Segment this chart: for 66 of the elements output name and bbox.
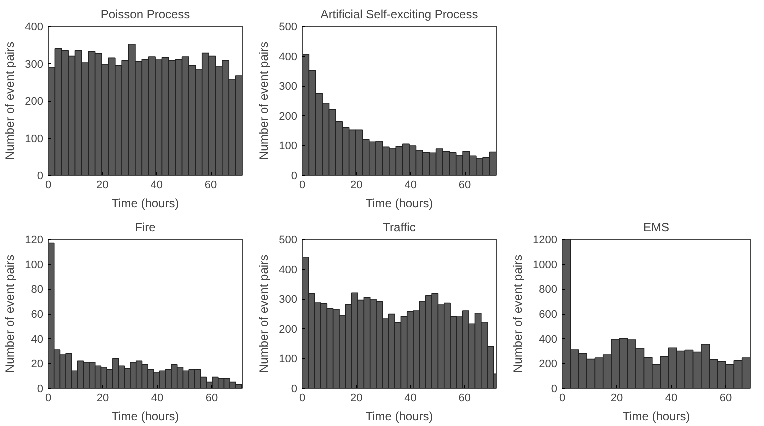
y-tick-label: 100 <box>25 133 44 146</box>
y-tick-label: 200 <box>279 110 298 123</box>
x-axis-title: Time (hours) <box>366 410 434 424</box>
y-tick-label: 200 <box>25 96 44 108</box>
chart-title: Traffic <box>383 220 416 234</box>
x-tick-label: 20 <box>350 180 363 192</box>
x-tick-label: 0 <box>559 392 566 404</box>
x-tick-label: 40 <box>665 392 678 404</box>
y-tick-label: 400 <box>25 22 44 34</box>
y-tick-label: 800 <box>539 284 558 296</box>
y-axis-title: Number of event pairs <box>257 254 272 374</box>
y-tick-label: 500 <box>279 22 298 34</box>
y-tick-label: 20 <box>31 358 44 371</box>
y-tick-label: 100 <box>279 354 298 366</box>
x-tick-label: 60 <box>458 392 471 404</box>
y-tick-label: 300 <box>279 294 298 306</box>
y-tick-label: 600 <box>539 309 558 321</box>
x-tick-label: 20 <box>350 392 363 404</box>
x-tick-label: 20 <box>96 392 110 404</box>
y-tick-label: 60 <box>31 309 44 321</box>
x-tick-label: 20 <box>610 392 624 404</box>
chart-title: Poisson Process <box>100 8 190 22</box>
y-axis-title: Number of event pairs <box>257 42 272 160</box>
y-tick-label: 200 <box>539 358 558 371</box>
y-axis-title: Number of event pairs <box>511 254 526 374</box>
y-tick-label: 1200 <box>533 234 558 246</box>
y-tick-label: 400 <box>539 334 558 346</box>
y-tick-label: 0 <box>291 170 298 182</box>
y-tick-label: 500 <box>279 234 298 246</box>
y-tick-label: 80 <box>31 284 44 296</box>
chart-title: EMS <box>644 220 670 234</box>
x-tick-label: 0 <box>299 392 306 404</box>
y-tick-label: 120 <box>25 234 44 246</box>
x-tick-label: 0 <box>45 180 52 192</box>
y-tick-label: 1000 <box>533 259 558 272</box>
y-tick-label: 0 <box>37 384 44 396</box>
y-tick-label: 200 <box>279 324 298 336</box>
x-tick-label: 60 <box>206 392 218 404</box>
x-tick-label: 0 <box>299 180 306 192</box>
x-tick-label: 40 <box>404 180 417 192</box>
y-tick-label: 300 <box>279 81 298 94</box>
chart-title: Artificial Self-exciting Process <box>320 8 478 22</box>
x-tick-label: 60 <box>204 180 218 192</box>
x-axis-title: Time (hours) <box>112 410 180 424</box>
y-axis-title: Number of event pairs <box>3 254 18 374</box>
x-tick-label: 40 <box>151 392 164 404</box>
chart-title: Fire <box>135 220 156 234</box>
x-axis-title: Time (hours) <box>366 196 434 210</box>
y-tick-label: 0 <box>37 170 44 182</box>
y-tick-label: 100 <box>279 140 298 153</box>
x-axis-title: Time (hours) <box>622 410 690 424</box>
y-tick-label: 40 <box>31 334 44 346</box>
y-tick-label: 400 <box>279 264 298 276</box>
y-tick-label: 400 <box>279 51 298 64</box>
x-tick-label: 0 <box>45 392 52 404</box>
y-tick-label: 0 <box>291 384 298 396</box>
y-axis-title: Number of event pairs <box>3 42 18 160</box>
y-tick-label: 300 <box>25 58 44 71</box>
x-axis-title: Time (hours) <box>112 196 180 210</box>
y-tick-label: 0 <box>551 384 558 396</box>
x-tick-label: 60 <box>720 392 732 404</box>
y-tick-label: 100 <box>25 259 44 272</box>
x-tick-label: 40 <box>150 180 163 192</box>
x-tick-label: 60 <box>458 180 472 192</box>
x-tick-label: 40 <box>404 392 417 404</box>
x-tick-label: 20 <box>96 180 109 192</box>
